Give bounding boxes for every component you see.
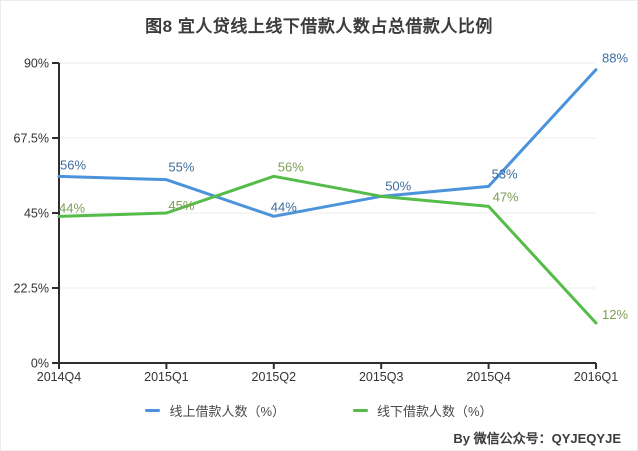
series-line-1 bbox=[57, 174, 598, 325]
data-label: 50% bbox=[385, 178, 411, 193]
legend-label-offline: 线下借款人数（%） bbox=[377, 404, 493, 419]
data-label: 56% bbox=[60, 157, 86, 172]
data-label: 47% bbox=[493, 189, 519, 204]
y-tick-label: 67.5% bbox=[14, 132, 49, 146]
legend: 线上借款人数（%） 线下借款人数（%） bbox=[1, 401, 637, 420]
data-label: 55% bbox=[168, 160, 194, 175]
legend-item-online: 线上借款人数（%） bbox=[145, 401, 285, 420]
y-tick-label: 90% bbox=[24, 57, 49, 71]
footer-credit: By 微信公众号：QYJEQYJE bbox=[453, 431, 621, 446]
x-tick-label: 2015Q4 bbox=[466, 370, 511, 384]
chart-title: 图8 宜人贷线上线下借款人数占总借款人比例 bbox=[145, 17, 493, 36]
x-tick-label: 2015Q1 bbox=[144, 370, 189, 384]
x-tick-label: 2015Q2 bbox=[252, 370, 297, 384]
y-tick-label: 0% bbox=[31, 357, 49, 371]
y-tick-label: 22.5% bbox=[14, 282, 49, 296]
data-label: 44% bbox=[59, 200, 85, 215]
data-label: 88% bbox=[602, 51, 628, 66]
data-label: 12% bbox=[602, 307, 628, 322]
series-line-0 bbox=[57, 68, 598, 218]
data-label: 45% bbox=[168, 198, 194, 213]
x-tick-label: 2015Q3 bbox=[359, 370, 404, 384]
offline-series-dash-icon bbox=[353, 409, 368, 412]
data-label: 53% bbox=[492, 166, 518, 181]
legend-item-offline: 线下借款人数（%） bbox=[353, 401, 493, 420]
data-label: 56% bbox=[278, 159, 304, 174]
legend-label-online: 线上借款人数（%） bbox=[169, 404, 285, 419]
data-label: 44% bbox=[271, 199, 297, 214]
y-tick-label: 45% bbox=[24, 207, 49, 221]
x-tick-label: 2016Q1 bbox=[574, 370, 619, 384]
x-tick-label: 2014Q4 bbox=[37, 370, 82, 384]
online-series-dash-icon bbox=[145, 409, 161, 412]
